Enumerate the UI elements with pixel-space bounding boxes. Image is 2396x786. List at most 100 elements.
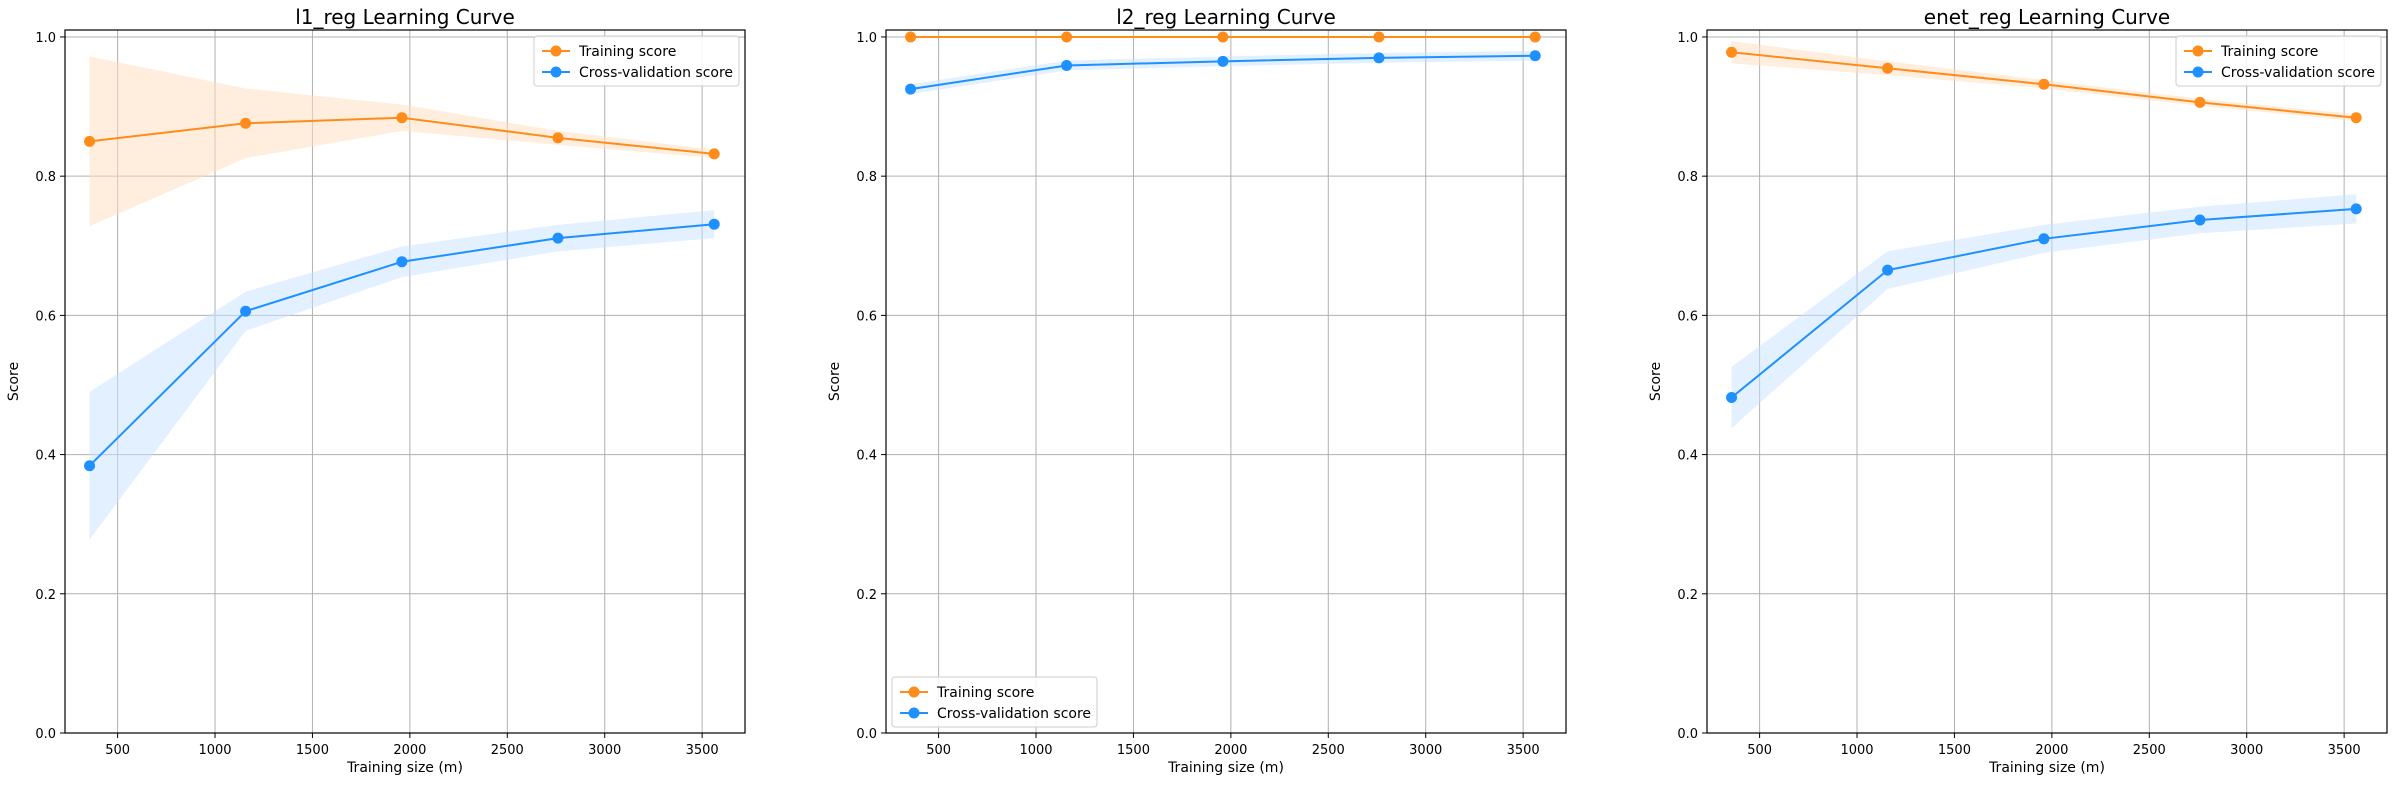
- series-cv-band: [1731, 194, 2357, 429]
- chart-title: l2_reg Learning Curve: [1116, 5, 1336, 29]
- y-tick-label: 0.8: [35, 170, 56, 185]
- series-cv-point: [708, 218, 720, 230]
- y-tick-label: 0.6: [856, 309, 877, 324]
- series-cv-point: [1373, 52, 1385, 64]
- y-tick-label: 1.0: [856, 31, 877, 46]
- x-tick-label: 2500: [1312, 743, 1345, 758]
- legend-training-marker: [908, 686, 920, 698]
- y-tick-label: 0.8: [856, 170, 877, 185]
- legend-cv-marker: [2192, 66, 2204, 78]
- series-training-point: [1529, 31, 1541, 43]
- series-training-point: [1373, 31, 1385, 43]
- legend-cv-label: Cross-validation score: [2221, 65, 2375, 81]
- legend-box: [891, 676, 1098, 728]
- y-tick-label: 0.2: [35, 588, 56, 603]
- series-cv-point: [1882, 264, 1894, 276]
- legend: Training score Cross-validation score: [891, 676, 1098, 728]
- y-tick-label: 1.0: [1677, 31, 1698, 46]
- x-tick-label: 3500: [686, 743, 719, 758]
- series-cv-point: [552, 232, 564, 244]
- y-tick-label: 0.4: [35, 449, 56, 464]
- series-training-point: [396, 112, 408, 124]
- x-axis-label: Training size (m): [346, 760, 463, 776]
- series-training-point: [552, 132, 564, 144]
- chart-panel-3: 500 1000 1500 2000 2500 3000 3500 0.0 0.2 0.4 0.6 0…: [1648, 5, 2388, 776]
- y-tick-label: 0.0: [1677, 727, 1698, 742]
- y-tick-label: 0.8: [1677, 170, 1698, 185]
- x-tick-label: 2000: [393, 743, 426, 758]
- series-training-point: [240, 117, 252, 129]
- x-tick-label: 1500: [296, 743, 329, 758]
- legend-cv-marker: [550, 66, 562, 78]
- x-tick-label: 2500: [491, 743, 524, 758]
- chart-panel-1: 500 1000 1500 2000 2500 3000 3500 0.0 0.2 0.4 0.6 0…: [6, 5, 746, 776]
- chart-title: l1_reg Learning Curve: [295, 5, 515, 29]
- series-training-point: [1061, 31, 1073, 43]
- x-tick-label: 1000: [1840, 743, 1873, 758]
- y-axis-label: Score: [6, 362, 22, 401]
- axes-frame: [885, 29, 1567, 734]
- x-tick-label: 1500: [1117, 743, 1150, 758]
- series-cv-point: [2194, 214, 2206, 226]
- series-cv-point: [1726, 392, 1738, 404]
- series-cv-point: [1529, 50, 1541, 62]
- x-tick-label: 1500: [1938, 743, 1971, 758]
- y-tick-label: 0.4: [856, 449, 877, 464]
- y-tick-label: 0.6: [35, 309, 56, 324]
- x-tick-label: 3000: [2230, 743, 2263, 758]
- x-tick-label: 1000: [1019, 743, 1052, 758]
- series-training-point: [708, 148, 720, 160]
- legend-training-marker: [2192, 45, 2204, 57]
- legend-cv-label: Cross-validation score: [579, 65, 733, 81]
- series-cv-point: [396, 256, 408, 268]
- x-tick-label: 2000: [1214, 743, 1247, 758]
- series-training-point: [2350, 112, 2362, 124]
- x-tick-label: 500: [105, 743, 130, 758]
- series-cv-point: [2038, 233, 2050, 245]
- series-cv-band: [89, 210, 715, 540]
- x-tick-label: 2000: [2035, 743, 2068, 758]
- x-tick-label: 3500: [1507, 743, 1540, 758]
- legend-cv-label: Cross-validation score: [937, 706, 1091, 722]
- legend-box: [2175, 35, 2382, 87]
- y-tick-label: 0.6: [1677, 309, 1698, 324]
- series-training-band: [89, 56, 715, 227]
- y-tick-label: 0.2: [856, 588, 877, 603]
- legend-training-label: Training score: [936, 685, 1034, 701]
- y-axis-label: Score: [1648, 362, 1664, 401]
- axes-frame: [64, 29, 746, 734]
- series-training-point: [1217, 31, 1229, 43]
- legend-training-label: Training score: [578, 44, 676, 60]
- x-tick-label: 3500: [2328, 743, 2361, 758]
- x-tick-label: 2500: [2133, 743, 2166, 758]
- y-tick-label: 1.0: [35, 31, 56, 46]
- series-cv-point: [84, 460, 96, 472]
- chart-title: enet_reg Learning Curve: [1924, 5, 2170, 29]
- legend-cv-marker: [908, 707, 920, 719]
- series-training-point: [84, 135, 96, 147]
- series-training-point: [1882, 62, 1894, 74]
- series-cv-point: [240, 305, 252, 317]
- legend-training-label: Training score: [2220, 44, 2318, 60]
- y-tick-label: 0.0: [35, 727, 56, 742]
- series-cv-point: [905, 83, 917, 95]
- x-tick-label: 3000: [1409, 743, 1442, 758]
- series-cv-point: [1061, 59, 1073, 71]
- x-tick-label: 500: [1747, 743, 1772, 758]
- y-tick-label: 0.2: [1677, 588, 1698, 603]
- legend-training-marker: [550, 45, 562, 57]
- x-axis-label: Training size (m): [1988, 760, 2105, 776]
- legend: Training score Cross-validation score: [533, 35, 740, 87]
- legend: Training score Cross-validation score: [2175, 35, 2382, 87]
- legend-box: [533, 35, 740, 87]
- series-training-point: [905, 31, 917, 43]
- chart-panel-2: 500 1000 1500 2000 2500 3000 3500 0.0 0.2 0.4 0.6 0…: [827, 5, 1567, 776]
- y-tick-label: 0.0: [856, 727, 877, 742]
- x-tick-label: 500: [926, 743, 951, 758]
- series-cv-point: [1217, 55, 1229, 67]
- x-tick-label: 1000: [198, 743, 231, 758]
- series-training-point: [1726, 46, 1738, 58]
- series-training-point: [2038, 78, 2050, 90]
- x-axis-label: Training size (m): [1167, 760, 1284, 776]
